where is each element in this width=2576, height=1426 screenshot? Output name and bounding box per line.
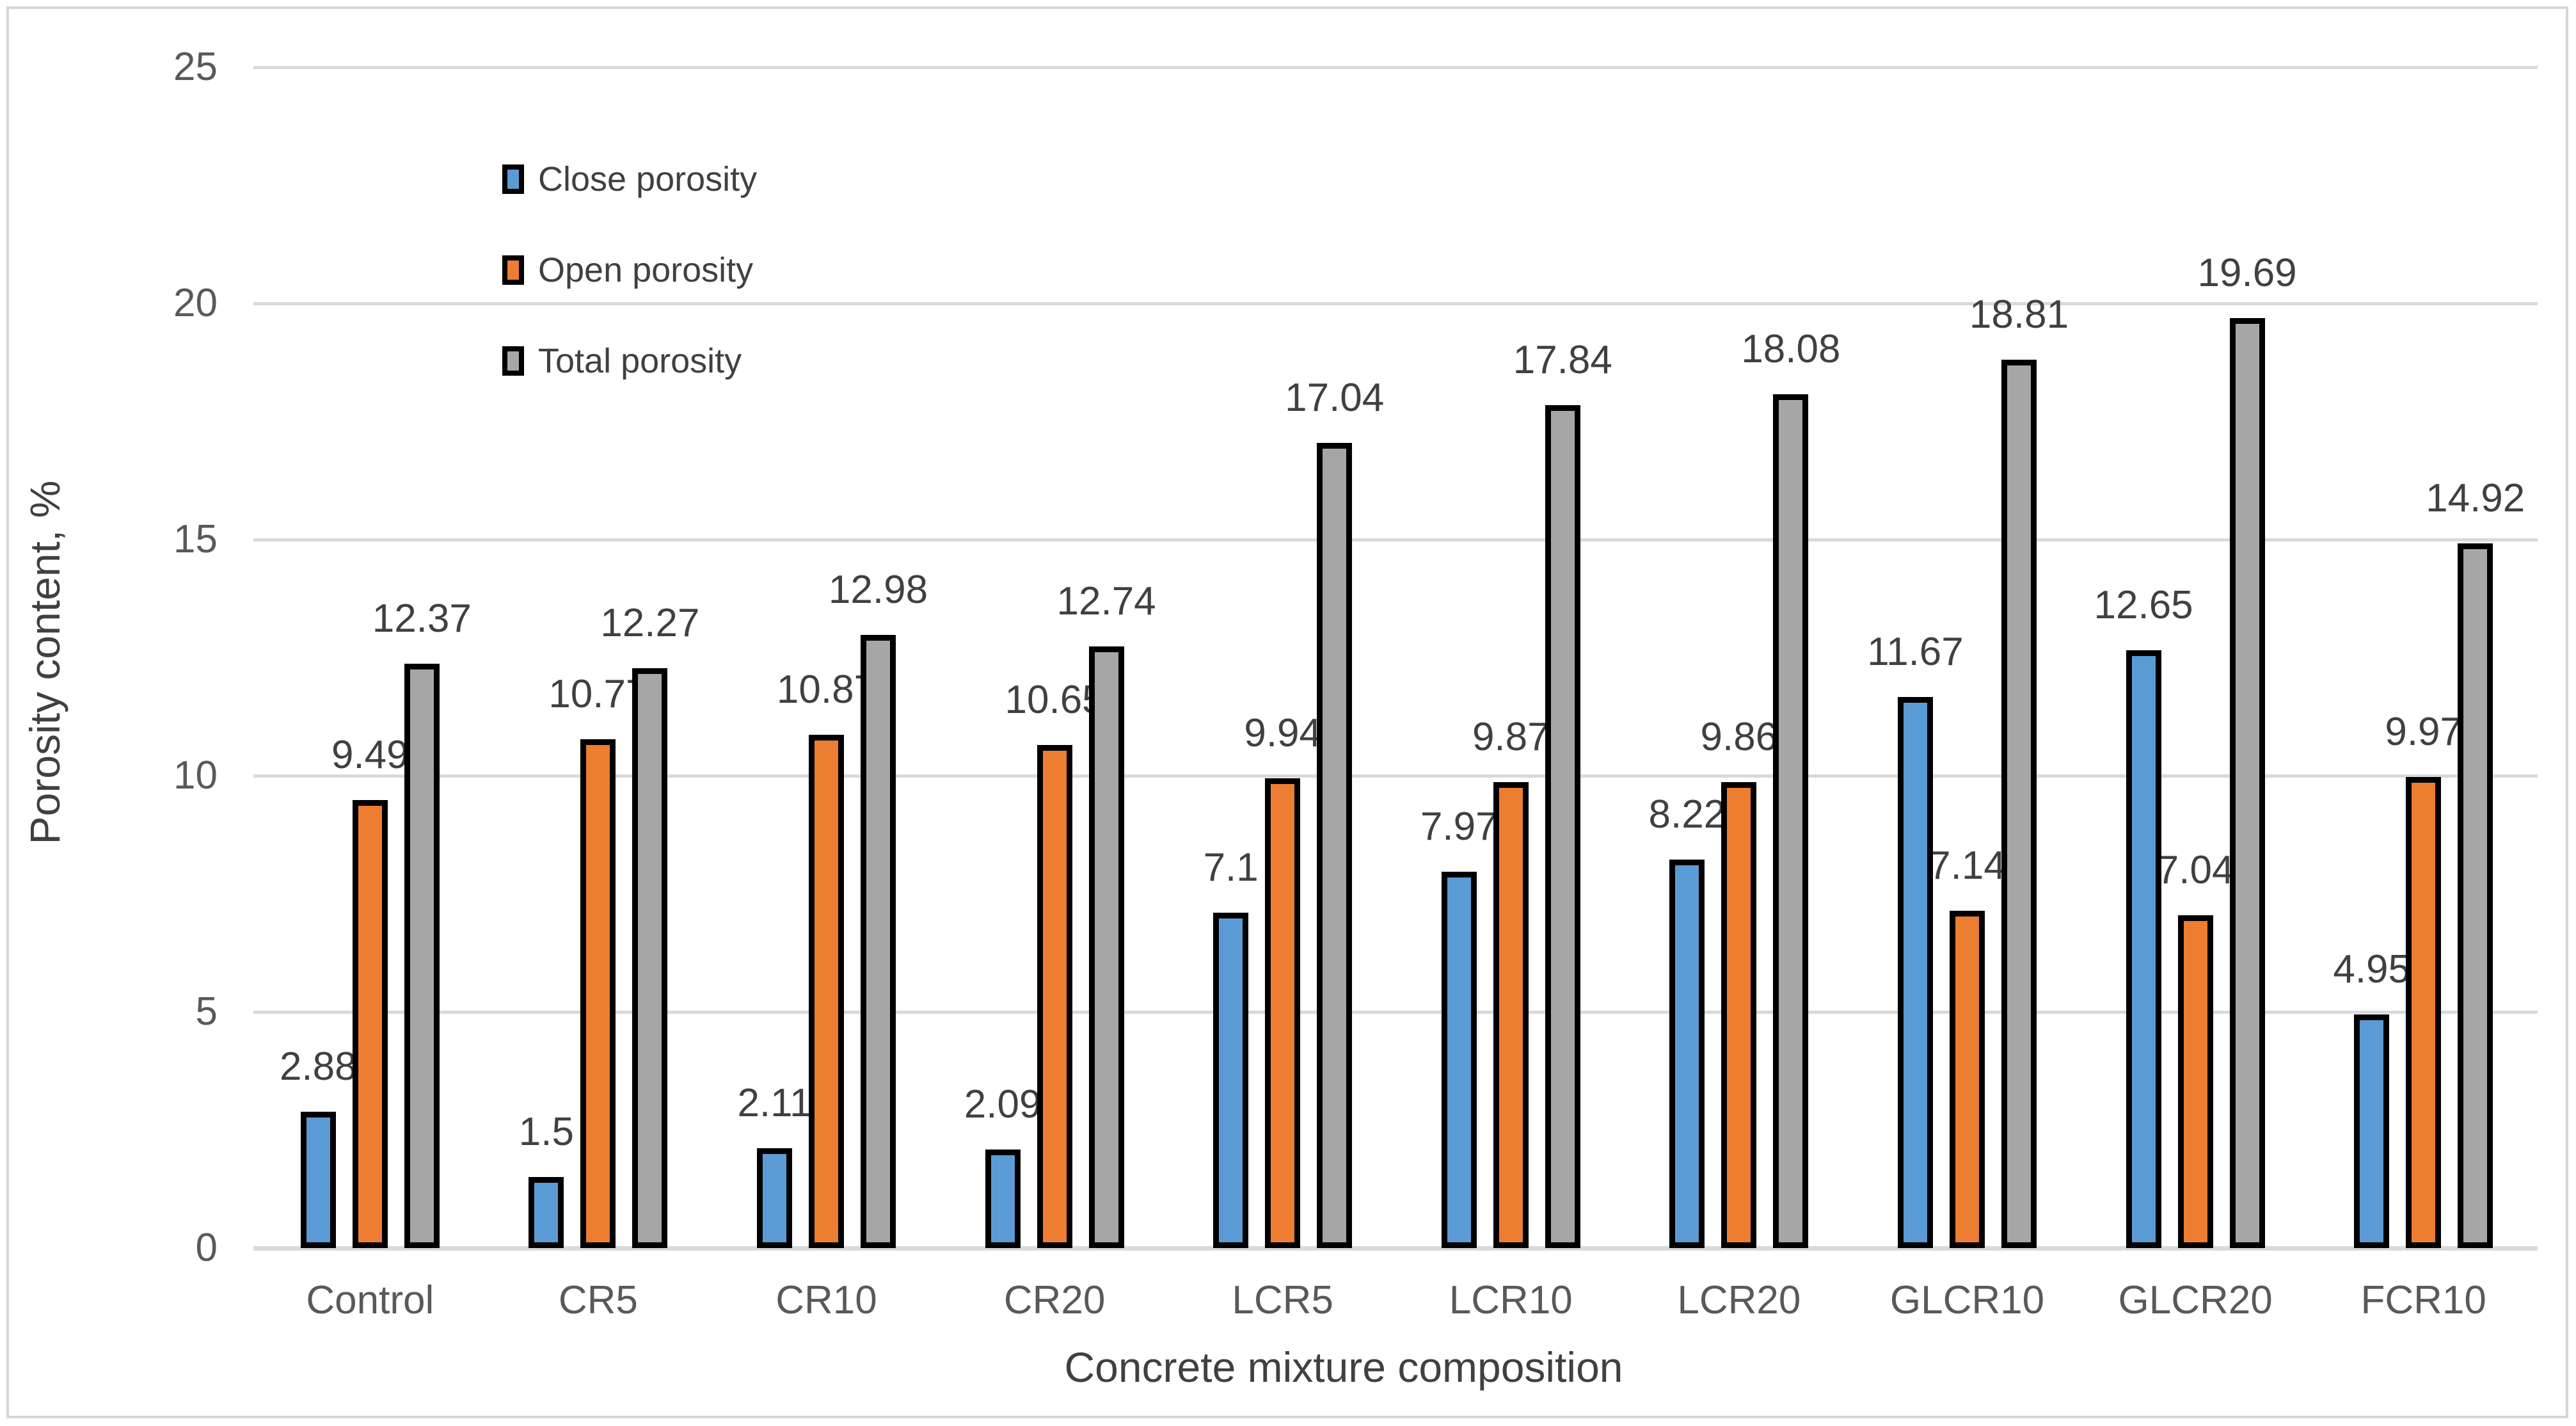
bar-close-porosity-lcr20 (1669, 860, 1705, 1248)
value-label-total-porosity-lcr5: 17.04 (1285, 376, 1385, 421)
legend-marker-open-porosity-icon (502, 255, 524, 285)
y-axis-title: Porosity content, % (21, 480, 68, 845)
category-label-glcr10: GLCR10 (1889, 1278, 2045, 1322)
bar-close-porosity-fcr10 (2354, 1014, 2390, 1248)
bar-total-porosity-cr10 (861, 635, 896, 1248)
bar-total-porosity-glcr10 (2001, 359, 2037, 1248)
bar-close-porosity-glcr20 (2126, 650, 2161, 1248)
value-label-open-porosity-lcr10: 9.87 (1472, 714, 1550, 759)
gridline-y-20 (253, 302, 2538, 305)
value-label-total-porosity-cr10: 12.98 (828, 568, 928, 613)
legend-marker-close-porosity-icon (502, 164, 524, 194)
value-label-close-porosity-lcr20: 8.22 (1648, 792, 1726, 837)
bar-open-porosity-lcr20 (1721, 782, 1757, 1248)
value-label-open-porosity-lcr5: 9.94 (1244, 711, 1322, 756)
value-label-total-porosity-glcr20: 19.69 (2197, 250, 2297, 295)
y-tick-label-15: 15 (173, 517, 218, 561)
value-label-close-porosity-glcr10: 11.67 (1867, 629, 1964, 674)
value-label-total-porosity-cr20: 12.74 (1056, 579, 1156, 623)
category-label-cr20: CR20 (1003, 1278, 1106, 1322)
value-label-close-porosity-lcr10: 7.97 (1420, 804, 1498, 849)
legend-label-close-porosity: Close porosity (538, 160, 758, 198)
bar-open-porosity-cr5 (580, 739, 616, 1248)
bar-close-porosity-cr5 (529, 1177, 564, 1248)
value-label-open-porosity-cr10: 10.87 (776, 667, 877, 712)
bar-total-porosity-fcr10 (2458, 543, 2493, 1248)
bar-total-porosity-lcr20 (1773, 394, 1809, 1248)
bar-close-porosity-cr20 (985, 1149, 1021, 1248)
bar-close-porosity-glcr10 (1898, 696, 1933, 1248)
bar-open-porosity-cr20 (1037, 745, 1072, 1248)
bar-open-porosity-fcr10 (2406, 777, 2442, 1248)
value-label-total-porosity-glcr10: 18.81 (1969, 292, 2069, 337)
legend-item-close-porosity: Close porosity (502, 160, 758, 198)
bar-total-porosity-lcr10 (1545, 405, 1580, 1248)
value-label-open-porosity-glcr20: 7.04 (2156, 848, 2234, 893)
value-label-total-porosity-cr5: 12.27 (600, 601, 700, 646)
value-label-close-porosity-lcr5: 7.1 (1203, 845, 1259, 890)
category-label-cr5: CR5 (558, 1278, 638, 1322)
value-label-close-porosity-glcr20: 12.65 (2094, 583, 2193, 628)
value-label-close-porosity-cr5: 1.5 (518, 1110, 574, 1155)
y-tick-label-10: 10 (173, 753, 218, 797)
value-label-total-porosity-fcr10: 14.92 (2426, 476, 2525, 520)
gridline-y-10 (253, 774, 2538, 778)
category-label-lcr5: LCR5 (1232, 1278, 1333, 1322)
value-label-total-porosity-control: 12.37 (372, 597, 472, 641)
bar-close-porosity-control (300, 1112, 336, 1248)
bar-close-porosity-lcr10 (1441, 871, 1477, 1248)
bar-total-porosity-cr5 (632, 668, 668, 1248)
x-axis-title: Concrete mixture composition (1064, 1343, 1623, 1391)
bar-total-porosity-cr20 (1088, 646, 1124, 1248)
bar-open-porosity-glcr20 (2177, 915, 2213, 1248)
bar-open-porosity-lcr10 (1493, 781, 1529, 1248)
value-label-total-porosity-lcr10: 17.84 (1513, 338, 1612, 383)
bar-open-porosity-cr10 (809, 734, 844, 1248)
bar-close-porosity-lcr5 (1213, 913, 1249, 1248)
category-label-lcr20: LCR20 (1677, 1278, 1801, 1322)
category-label-fcr10: FCR10 (2360, 1278, 2486, 1322)
category-label-control: Control (306, 1278, 434, 1322)
y-tick-label-25: 25 (173, 45, 218, 89)
value-label-total-porosity-lcr20: 18.08 (1741, 326, 1841, 371)
legend-label-total-porosity: Total porosity (538, 342, 742, 380)
value-label-open-porosity-cr20: 10.65 (1005, 678, 1104, 723)
gridline-y-15 (253, 538, 2538, 541)
value-label-open-porosity-control: 9.49 (331, 732, 409, 777)
bar-close-porosity-cr10 (757, 1148, 792, 1248)
bar-total-porosity-glcr20 (2229, 317, 2265, 1248)
y-tick-label-20: 20 (173, 281, 218, 325)
value-label-open-porosity-lcr20: 9.86 (1700, 715, 1778, 760)
value-label-close-porosity-fcr10: 4.95 (2333, 947, 2411, 991)
y-tick-label-0: 0 (195, 1226, 218, 1270)
category-label-cr10: CR10 (775, 1278, 877, 1322)
gridline-y-0 (253, 1246, 2538, 1251)
legend-item-total-porosity: Total porosity (502, 342, 742, 380)
value-label-close-porosity-cr20: 2.09 (964, 1082, 1042, 1126)
value-label-close-porosity-control: 2.88 (279, 1045, 357, 1089)
value-label-close-porosity-cr10: 2.11 (737, 1081, 812, 1126)
legend-label-open-porosity: Open porosity (538, 251, 754, 289)
gridline-y-25 (253, 66, 2538, 69)
bar-open-porosity-lcr5 (1265, 778, 1301, 1248)
bar-total-porosity-control (404, 664, 440, 1248)
bar-open-porosity-control (352, 799, 388, 1248)
value-label-open-porosity-cr5: 10.77 (548, 672, 648, 717)
value-label-open-porosity-fcr10: 9.97 (2385, 710, 2463, 755)
bar-open-porosity-glcr10 (1950, 911, 1985, 1248)
category-label-glcr20: GLCR20 (2118, 1278, 2273, 1322)
y-tick-label-5: 5 (195, 989, 218, 1034)
gridline-y-5 (253, 1011, 2538, 1014)
legend-item-open-porosity: Open porosity (502, 251, 754, 289)
category-label-lcr10: LCR10 (1449, 1278, 1573, 1322)
legend-marker-total-porosity-icon (502, 346, 524, 376)
bar-total-porosity-lcr5 (1317, 443, 1353, 1248)
value-label-open-porosity-glcr10: 7.14 (1928, 844, 2006, 888)
